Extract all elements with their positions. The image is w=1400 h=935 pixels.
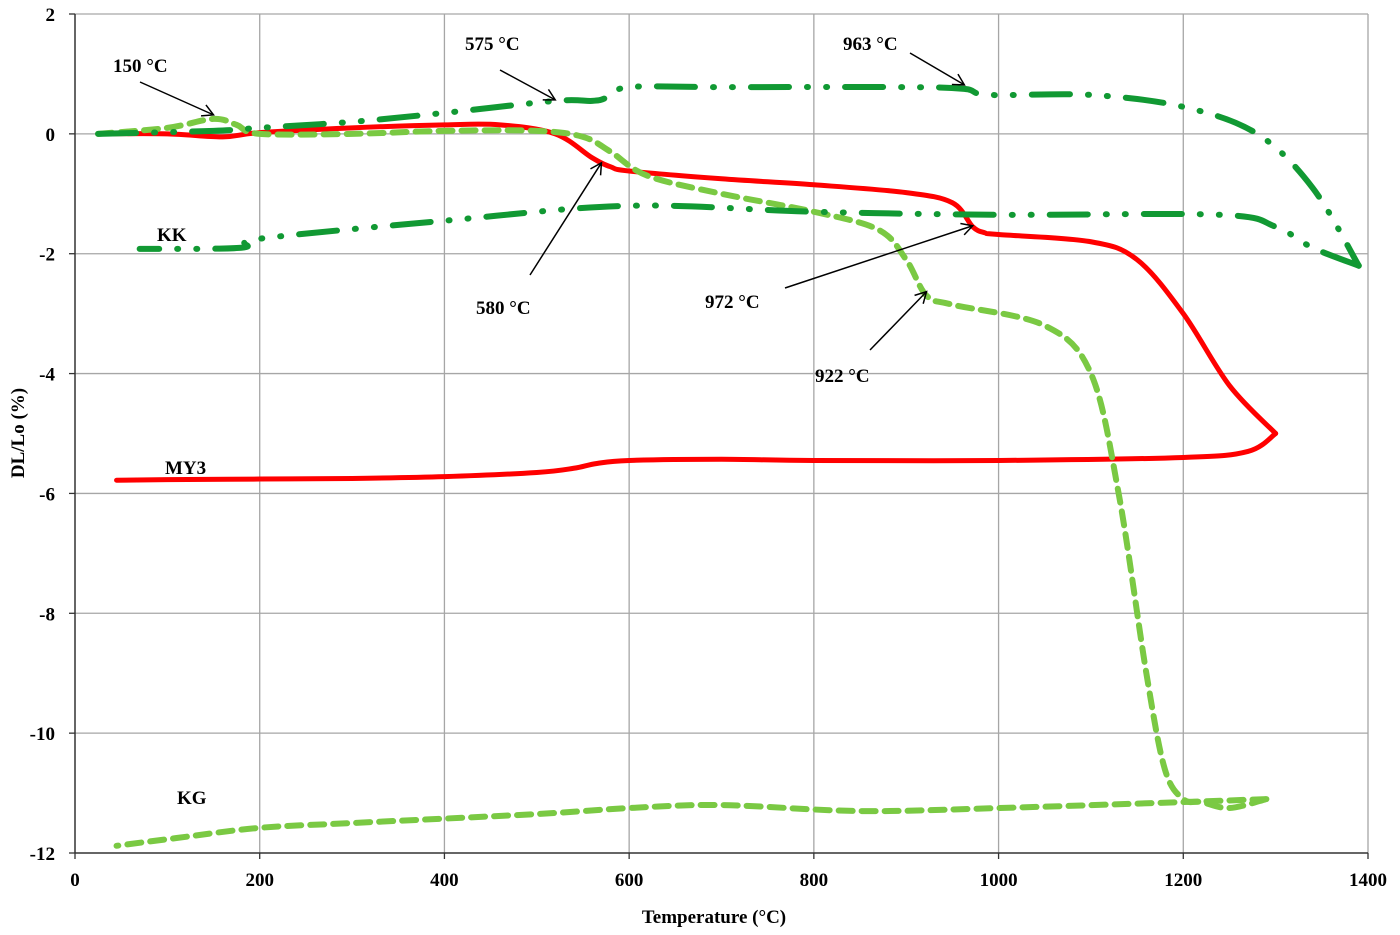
x-tick-label: 1400 — [1349, 870, 1387, 891]
y-tick-label: -2 — [39, 245, 55, 266]
series-my3-cooling — [114, 431, 1279, 483]
y-tick-label: -8 — [39, 604, 55, 625]
annotation-label: 580 °C — [476, 298, 531, 319]
annotation-arrow — [529, 161, 603, 276]
series-label: KK — [157, 225, 187, 246]
data-series — [95, 83, 1362, 849]
annotation-label: 922 °C — [815, 366, 870, 387]
series-kk-cooling — [136, 202, 1362, 269]
x-axis-label: Temperature (°C) — [642, 907, 786, 928]
series-kg-cooling — [113, 796, 1270, 849]
x-tick-label: 600 — [615, 870, 644, 891]
y-tick-label: -4 — [39, 365, 55, 386]
series-kg-heating — [95, 115, 1270, 812]
annotation-label: 575 °C — [465, 34, 520, 55]
x-tick-label: 800 — [800, 870, 829, 891]
annotation-arrow — [784, 222, 975, 289]
annotation-arrow — [499, 69, 557, 101]
y-tick-label: 2 — [46, 5, 56, 26]
series-label: MY3 — [165, 458, 206, 479]
annotation-arrow — [869, 290, 928, 351]
y-tick-label: 0 — [46, 125, 56, 146]
annotation-label: 963 °C — [843, 34, 898, 55]
x-tick-label: 1000 — [980, 870, 1018, 891]
series-labels: KK MY3 KG — [157, 225, 207, 809]
series-my3-heating — [95, 121, 1279, 436]
y-tick-label: -6 — [39, 484, 55, 505]
axes: 0 200 400 600 800 1000 1200 1400 2 0 -2 -4 -6 -8 -10 -1… — [30, 5, 1387, 891]
x-tick-label: 200 — [245, 870, 274, 891]
x-tick-label: 400 — [430, 870, 459, 891]
grid-lines — [75, 13, 1369, 853]
annotation-label: 150 °C — [113, 56, 168, 77]
series-label: KG — [177, 788, 207, 809]
annotations: 150 °C 575 °C 963 °C 580 °C 972 °C 922 °C — [113, 34, 975, 387]
annotation-arrow — [909, 52, 966, 86]
y-tick-label: -10 — [30, 724, 55, 745]
y-tick-label: -12 — [30, 844, 55, 865]
y-axis-label: DL/Lo (%) — [8, 388, 29, 478]
series-kk-heating — [95, 83, 1362, 269]
x-tick-label: 0 — [70, 870, 80, 891]
annotation-label: 972 °C — [705, 292, 760, 313]
annotation-arrow — [139, 81, 215, 117]
x-tick-label: 1200 — [1164, 870, 1202, 891]
